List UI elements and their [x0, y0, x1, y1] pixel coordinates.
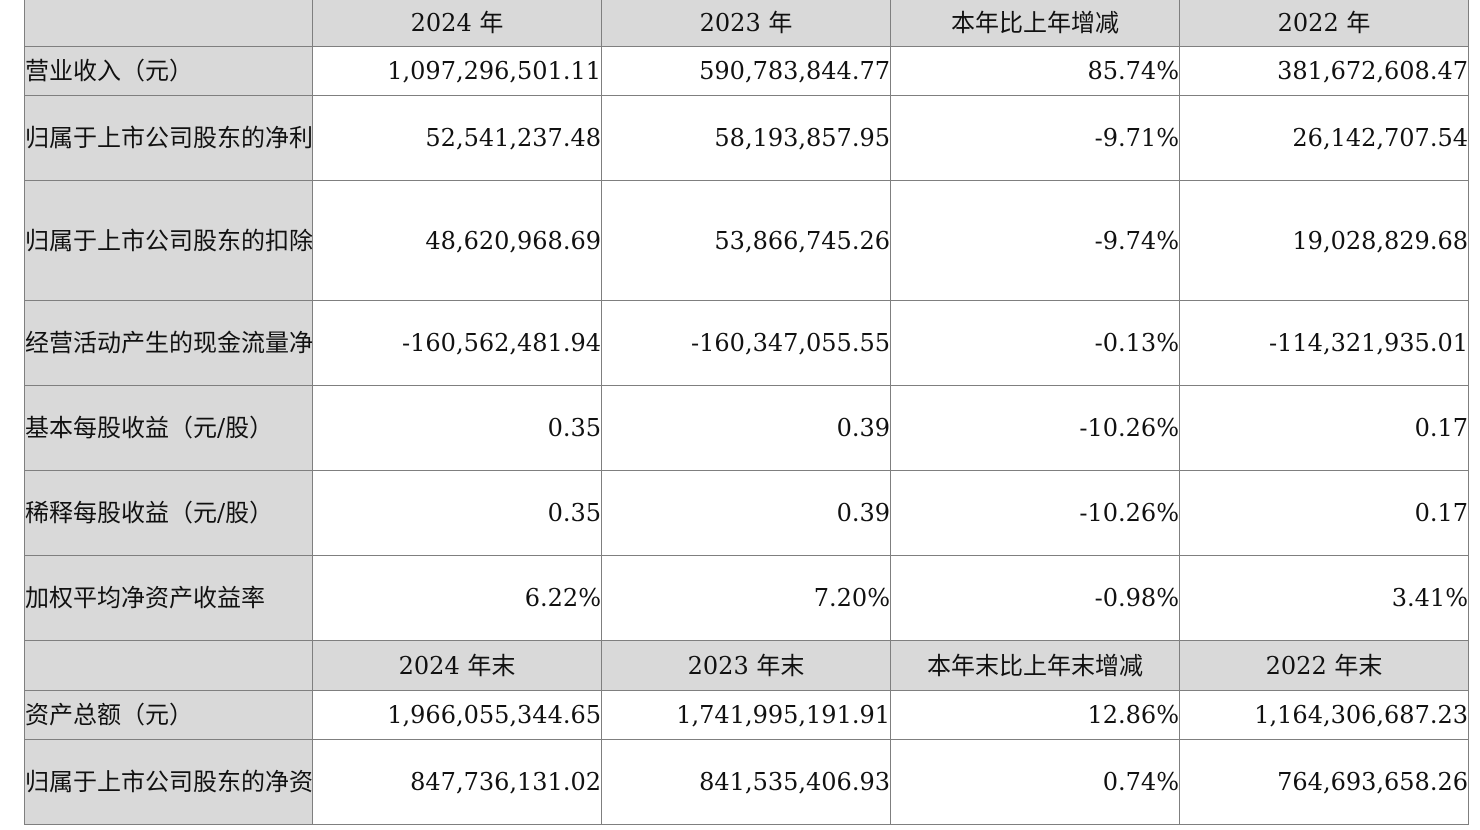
cell-2023: 1,741,995,191.91 [601, 690, 891, 740]
cell-2024: 1,966,055,344.65 [312, 690, 602, 740]
row-net-profit-excl-nonrecurring: 归属于上市公司股东的扣除非经常性损益的净利润（元） 48,620,968.69 … [24, 180, 1469, 301]
cell-2022: 26,142,707.54 [1179, 95, 1469, 181]
header-row-annual: 2024 年 2023 年 本年比上年增减 2022 年 [24, 0, 1469, 47]
cell-2024: 847,736,131.02 [312, 739, 602, 825]
cell-2024: 6.22% [312, 555, 602, 641]
header-year-2024: 2024 年 [312, 0, 602, 47]
cell-change: -10.26% [890, 385, 1180, 471]
cell-2023: 0.39 [601, 470, 891, 556]
row-label: 加权平均净资产收益率 [24, 555, 313, 641]
cell-2022: 1,164,306,687.23 [1179, 690, 1469, 740]
cell-2022: 0.17 [1179, 385, 1469, 471]
row-weighted-roe: 加权平均净资产收益率 6.22% 7.20% -0.98% 3.41% [24, 555, 1469, 641]
cell-change: 12.86% [890, 690, 1180, 740]
cell-2023: 0.39 [601, 385, 891, 471]
cell-2022: -114,321,935.01 [1179, 300, 1469, 386]
cell-2023: 58,193,857.95 [601, 95, 891, 181]
header-year-2023: 2023 年 [601, 0, 891, 47]
cell-change: -0.13% [890, 300, 1180, 386]
cell-2022: 19,028,829.68 [1179, 180, 1469, 301]
row-label: 归属于上市公司股东的净利润（元） [24, 95, 313, 181]
row-label: 营业收入（元） [24, 46, 313, 96]
row-diluted-eps: 稀释每股收益（元/股） 0.35 0.39 -10.26% 0.17 [24, 470, 1469, 556]
cell-2023: 841,535,406.93 [601, 739, 891, 825]
header-year-2022: 2022 年 [1179, 0, 1469, 47]
cell-change: -10.26% [890, 470, 1180, 556]
cell-change: 0.74% [890, 739, 1180, 825]
cell-2022: 381,672,608.47 [1179, 46, 1469, 96]
row-label: 经营活动产生的现金流量净额（元） [24, 300, 313, 386]
header-yoy-change: 本年比上年增减 [890, 0, 1180, 47]
cell-2023: -160,347,055.55 [601, 300, 891, 386]
cell-2022: 764,693,658.26 [1179, 739, 1469, 825]
header-year-end-2022: 2022 年末 [1179, 640, 1469, 691]
cell-2024: 0.35 [312, 470, 602, 556]
row-label: 基本每股收益（元/股） [24, 385, 313, 471]
cell-2024: 48,620,968.69 [312, 180, 602, 301]
cell-2024: 0.35 [312, 385, 602, 471]
cell-2022: 0.17 [1179, 470, 1469, 556]
cell-2024: 52,541,237.48 [312, 95, 602, 181]
row-operating-revenue: 营业收入（元） 1,097,296,501.11 590,783,844.77 … [24, 46, 1469, 96]
financial-summary-table: 2024 年 2023 年 本年比上年增减 2022 年 营业收入（元） 1,0… [24, 0, 1469, 825]
cell-2022: 3.41% [1179, 555, 1469, 641]
row-operating-cash-flow: 经营活动产生的现金流量净额（元） -160,562,481.94 -160,34… [24, 300, 1469, 386]
header-year-end-change: 本年末比上年末增减 [890, 640, 1180, 691]
row-label: 归属于上市公司股东的扣除非经常性损益的净利润（元） [24, 180, 313, 301]
row-label: 资产总额（元） [24, 690, 313, 740]
cell-2023: 53,866,745.26 [601, 180, 891, 301]
cell-change: 85.74% [890, 46, 1180, 96]
cell-2023: 590,783,844.77 [601, 46, 891, 96]
cell-2024: -160,562,481.94 [312, 300, 602, 386]
row-label: 归属于上市公司股东的净资产（元） [24, 739, 313, 825]
cell-change: -0.98% [890, 555, 1180, 641]
cell-change: -9.71% [890, 95, 1180, 181]
row-net-profit: 归属于上市公司股东的净利润（元） 52,541,237.48 58,193,85… [24, 95, 1469, 181]
row-net-assets: 归属于上市公司股东的净资产（元） 847,736,131.02 841,535,… [24, 739, 1469, 825]
row-basic-eps: 基本每股收益（元/股） 0.35 0.39 -10.26% 0.17 [24, 385, 1469, 471]
row-total-assets: 资产总额（元） 1,966,055,344.65 1,741,995,191.9… [24, 690, 1469, 740]
header-year-end-2023: 2023 年末 [601, 640, 891, 691]
cell-2023: 7.20% [601, 555, 891, 641]
header-blank-cell [24, 0, 313, 47]
row-label: 稀释每股收益（元/股） [24, 470, 313, 556]
header-blank-cell [24, 640, 313, 691]
cell-change: -9.74% [890, 180, 1180, 301]
cell-2024: 1,097,296,501.11 [312, 46, 602, 96]
header-year-end-2024: 2024 年末 [312, 640, 602, 691]
header-row-year-end: 2024 年末 2023 年末 本年末比上年末增减 2022 年末 [24, 640, 1469, 691]
